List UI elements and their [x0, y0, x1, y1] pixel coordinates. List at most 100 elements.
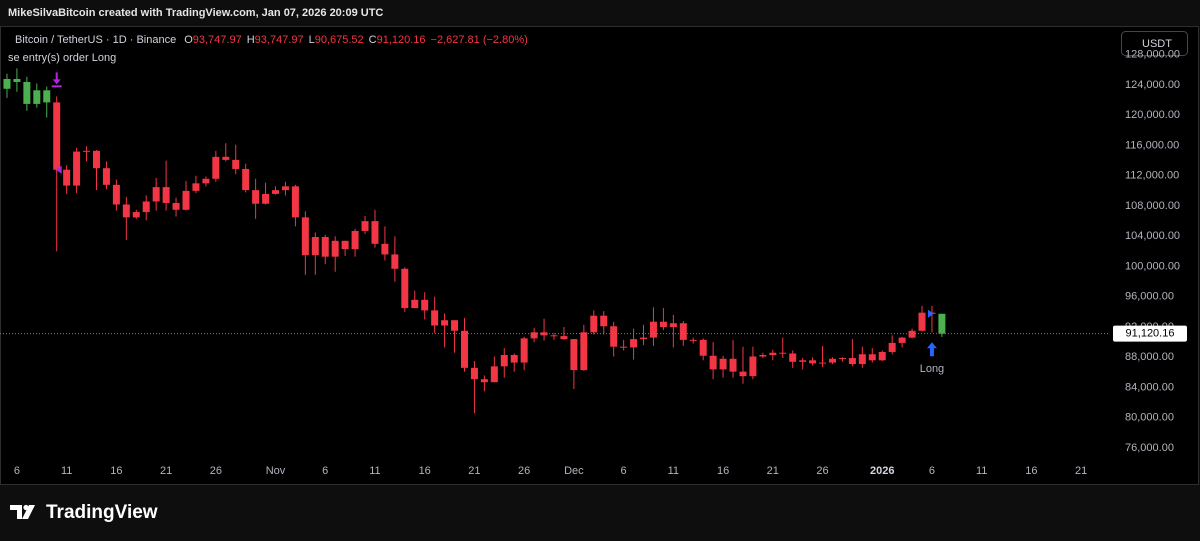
candle-body	[122, 204, 130, 218]
candle-body	[480, 379, 488, 383]
candle-body	[132, 212, 140, 218]
candle-body	[600, 315, 608, 327]
strategy-text: se entry(s) order Long	[8, 52, 116, 64]
chart-panel	[0, 26, 1199, 485]
candle-body	[739, 371, 747, 377]
candle-body	[610, 326, 618, 347]
candle-body	[43, 90, 51, 103]
exit-fill-marker	[55, 165, 62, 174]
candle-body	[23, 81, 31, 104]
candle-body	[878, 351, 886, 361]
y-tick-label: 76,000.00	[1125, 442, 1174, 454]
candle-body	[421, 299, 429, 311]
candle-body	[659, 321, 667, 328]
candle-body	[13, 78, 21, 82]
candle-body	[222, 156, 230, 160]
x-tick-label: 6	[621, 465, 627, 477]
candle-body	[460, 330, 468, 368]
candle-body	[212, 156, 220, 179]
y-tick-label: 112,000.00	[1125, 170, 1179, 182]
candle-body	[451, 320, 459, 331]
candle-body	[838, 358, 846, 360]
candle-body	[281, 186, 289, 191]
currency[interactable]: USDT	[1142, 38, 1172, 50]
candle-body	[490, 366, 498, 383]
candle-body	[669, 323, 677, 328]
candle-body	[53, 102, 61, 170]
header: Bitcoin / TetherUS · 1D · Binance O 93,747…	[15, 34, 528, 46]
x-tick-label: 16	[717, 465, 729, 477]
ohlc-key: H	[247, 34, 255, 46]
ohlc-value: 93,747.97	[255, 34, 304, 46]
candle-body	[510, 354, 518, 363]
candle-body	[699, 339, 707, 356]
y-tick-label: 84,000.00	[1125, 381, 1174, 393]
ohlc-key: L	[309, 34, 315, 46]
exit-marker-bar	[51, 85, 62, 88]
candle-body	[431, 310, 439, 326]
x-tick-label: 16	[419, 465, 431, 477]
candle-body	[152, 187, 160, 202]
candle-body	[819, 362, 827, 364]
candle-body	[162, 187, 170, 203]
x-tick-label: 21	[1075, 465, 1087, 477]
candle-body	[679, 323, 687, 340]
brand: TradingView	[46, 502, 158, 523]
candle-body	[33, 90, 41, 104]
x-tick-label: Dec	[564, 465, 584, 477]
x-tick-label: 21	[468, 465, 480, 477]
candle-body	[381, 243, 389, 255]
candle-body	[272, 190, 280, 194]
x-tick-label: 26	[210, 465, 222, 477]
candle-body	[301, 217, 309, 256]
candle-body	[530, 332, 538, 339]
last-price-tag	[1113, 325, 1187, 342]
candle-body	[719, 358, 727, 370]
candle-body	[102, 168, 110, 185]
currency-button[interactable]	[1121, 31, 1188, 56]
y-tick-label: 88,000.00	[1125, 351, 1174, 363]
candle-body	[83, 150, 91, 152]
candle-body	[848, 358, 856, 365]
candle-body	[888, 342, 896, 352]
candle-body	[799, 360, 807, 362]
candle-body	[540, 332, 548, 336]
y-tick-label: 116,000.00	[1125, 139, 1179, 151]
y-tick-label: 100,000.00	[1125, 260, 1180, 272]
symbol: Bitcoin / TetherUS · 1D · Binance	[15, 34, 176, 46]
ohlc-key: O	[184, 34, 193, 46]
candle-body	[590, 315, 598, 333]
candle-body	[401, 268, 409, 309]
signal-label: Long	[920, 363, 944, 375]
candle-body	[729, 358, 737, 372]
candle-body	[202, 178, 210, 184]
y-tick-label: 124,000.00	[1125, 79, 1180, 91]
brand-logo	[10, 504, 35, 519]
candle-body	[291, 186, 299, 218]
candle-body	[341, 240, 349, 250]
y-tick-label: 104,000.00	[1125, 230, 1180, 242]
candle-body	[262, 193, 270, 204]
ohlc-key: C	[369, 34, 377, 46]
candle-body	[331, 240, 339, 257]
candle-body	[630, 339, 638, 348]
x-tick-label: 16	[110, 465, 122, 477]
candle-body	[560, 336, 568, 340]
candle-body	[441, 320, 449, 326]
x-tick-label: 26	[518, 465, 530, 477]
y-tick-label: 80,000.00	[1125, 412, 1174, 424]
candle-body	[500, 354, 508, 367]
candle-body	[371, 221, 379, 244]
candle-body	[749, 356, 757, 377]
candle-body	[321, 237, 329, 257]
candle-body	[182, 190, 190, 210]
x-tick-label: 6	[14, 465, 20, 477]
x-tick-label: 2026	[870, 465, 894, 477]
x-tick-label: 11	[976, 465, 987, 477]
exit-marker-arrow	[52, 72, 61, 85]
candle-body	[3, 78, 11, 89]
candle-body	[112, 184, 120, 205]
candle-body	[649, 321, 657, 338]
